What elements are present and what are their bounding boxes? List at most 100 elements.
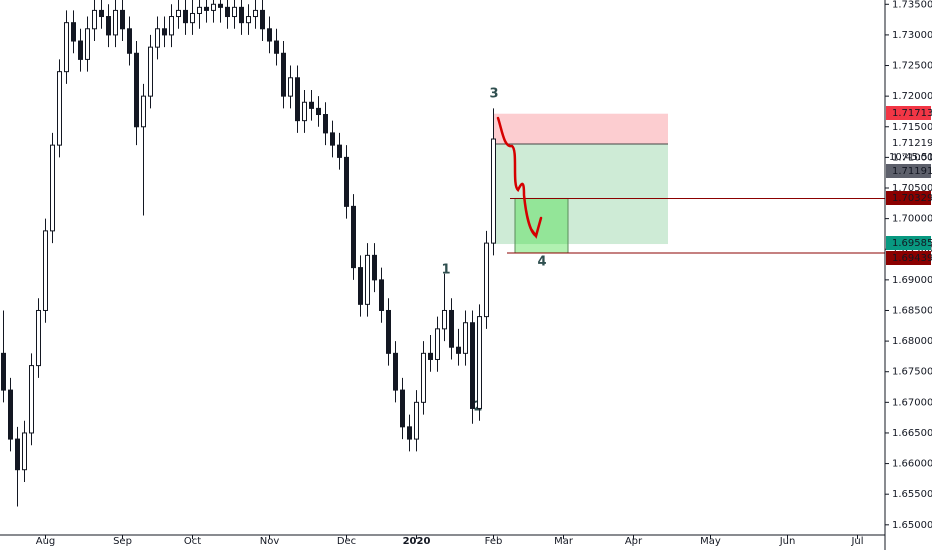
y-tick-label: 1.70500	[892, 183, 932, 194]
x-tick-label: Jul	[850, 536, 863, 547]
candle-body	[393, 352, 398, 391]
y-tick-label: 1.67000	[892, 397, 932, 408]
candle-body	[344, 156, 349, 207]
candle-body	[358, 267, 363, 305]
candle-body	[239, 6, 244, 24]
candle-body	[225, 6, 230, 18]
candle-body	[421, 352, 426, 403]
candle-body	[253, 9, 258, 18]
candle-body	[337, 144, 342, 158]
x-tick-label: Dec	[337, 536, 356, 547]
candle-body	[456, 346, 461, 354]
x-tick-label: Feb	[485, 536, 503, 547]
price-marker	[886, 236, 931, 250]
price-marker-label: 1.70329	[892, 193, 932, 204]
candle-body	[330, 132, 335, 146]
candle-body	[78, 40, 83, 60]
y-tick-label: 1.65000	[892, 520, 932, 531]
candle-body	[407, 426, 412, 440]
candle-body	[463, 322, 468, 354]
candle-body	[190, 12, 195, 24]
wave-label: 1	[441, 263, 450, 278]
candle-body	[449, 309, 454, 348]
candle-body	[435, 328, 440, 360]
candle-body	[106, 16, 111, 36]
candle-body	[99, 9, 104, 18]
candle-body	[232, 6, 237, 18]
y-tick-label: 1.68500	[892, 305, 932, 316]
candle-body	[155, 28, 160, 48]
clock: 10:45:51	[889, 152, 932, 163]
candle-body	[1, 352, 6, 391]
candle-body	[50, 144, 55, 232]
wave-label: 3	[489, 87, 498, 102]
y-tick-label: 1.65500	[892, 489, 932, 500]
candle-body	[491, 138, 496, 244]
candle-body	[43, 230, 48, 311]
candle-body	[64, 22, 69, 73]
axis-bg	[885, 0, 932, 550]
price-marker	[886, 191, 931, 205]
y-tick-label: 1.70000	[892, 214, 932, 225]
candle-body	[309, 101, 314, 109]
candle-body	[246, 16, 251, 24]
candle-body	[92, 9, 97, 30]
candle-body	[127, 28, 132, 54]
candle-body	[274, 40, 279, 54]
target-zone	[493, 143, 668, 245]
y-tick-label: 1.71000	[892, 152, 932, 163]
candle-body	[183, 9, 188, 24]
x-tick-label: Oct	[184, 536, 201, 547]
candle-body	[372, 254, 377, 281]
y-tick-label: 1.68000	[892, 336, 932, 347]
candle-body	[141, 95, 146, 128]
y-tick-label: 1.72000	[892, 91, 932, 102]
drawn-arrow	[496, 116, 543, 239]
price-marker	[886, 136, 931, 150]
candle-body	[15, 438, 20, 471]
candle-body	[85, 28, 90, 60]
price-marker	[886, 251, 931, 265]
candle-body	[134, 52, 139, 128]
candle-body	[148, 46, 153, 97]
target-box	[514, 197, 569, 254]
candle-body	[379, 279, 384, 311]
price-marker	[886, 106, 931, 120]
candle-body	[302, 101, 307, 122]
price-marker-label: 1.71713	[892, 108, 932, 119]
candle-body	[8, 389, 13, 440]
x-tick-label: 2020	[403, 536, 431, 547]
price-marker-label: 1.69439	[892, 253, 932, 264]
candle-body	[162, 28, 167, 36]
x-tick-label: Sep	[113, 536, 132, 547]
candle-body	[71, 22, 76, 42]
price-marker-label: 1.71219	[892, 138, 932, 149]
wave-label: 4	[537, 255, 546, 270]
candle-body	[267, 28, 272, 42]
candle-body	[316, 107, 321, 116]
candle-body	[211, 3, 216, 11]
x-tick-label: Apr	[625, 536, 643, 547]
y-tick-label: 1.66500	[892, 428, 932, 439]
candle-body	[484, 242, 489, 318]
y-tick-label: 1.73500	[892, 0, 932, 10]
candle-body	[113, 9, 118, 36]
candle-body	[176, 9, 181, 18]
x-tick-label: Mar	[554, 536, 574, 547]
candle-body	[442, 309, 447, 330]
x-tick-label: Jun	[779, 536, 796, 547]
candle-body	[295, 77, 300, 122]
x-tick-label: May	[700, 536, 721, 547]
price-marker	[886, 164, 931, 178]
y-tick-label: 1.69000	[892, 275, 932, 286]
candle-body	[470, 322, 475, 409]
candle-body	[36, 309, 41, 367]
x-tick-label: Aug	[36, 536, 56, 547]
candle-body	[414, 401, 419, 440]
candle-body	[386, 309, 391, 354]
candle-body	[197, 6, 202, 14]
candle-body	[22, 432, 27, 471]
candle-body	[204, 6, 209, 11]
candle-body	[57, 71, 62, 146]
